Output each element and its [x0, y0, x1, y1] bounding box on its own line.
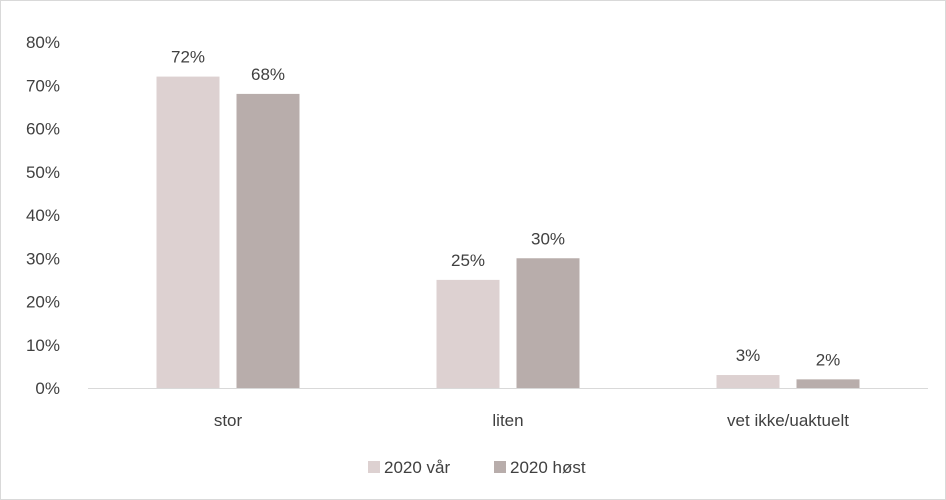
- y-tick-label: 70%: [26, 76, 60, 95]
- legend-label: 2020 høst: [510, 458, 586, 477]
- bar: [436, 279, 500, 388]
- data-label: 30%: [531, 229, 565, 248]
- data-label: 68%: [251, 65, 285, 84]
- bars: [156, 76, 860, 389]
- y-tick-label: 20%: [26, 293, 60, 312]
- bar: [156, 76, 220, 388]
- category-label: stor: [214, 411, 243, 430]
- bar: [236, 93, 300, 389]
- legend-swatch: [368, 461, 380, 473]
- data-label: 3%: [736, 346, 761, 365]
- y-tick-label: 60%: [26, 120, 60, 139]
- y-tick-label: 0%: [35, 379, 60, 398]
- y-tick-label: 80%: [26, 33, 60, 52]
- y-tick-label: 40%: [26, 206, 60, 225]
- category-label: vet ikke/uaktuelt: [727, 411, 849, 430]
- bar: [516, 258, 580, 388]
- bar: [796, 379, 860, 388]
- data-label: 2%: [816, 350, 841, 369]
- data-labels: 72% 68% 25% 30% 3% 2%: [171, 48, 840, 370]
- y-tick-label: 30%: [26, 249, 60, 268]
- legend-label: 2020 vår: [384, 458, 450, 477]
- data-label: 72%: [171, 48, 205, 67]
- legend: 2020 vår 2020 høst: [368, 458, 586, 477]
- legend-swatch: [494, 461, 506, 473]
- y-axis-ticks: 0% 10% 20% 30% 40% 50% 60% 70% 80%: [26, 33, 60, 398]
- data-label: 25%: [451, 251, 485, 270]
- y-tick-label: 10%: [26, 336, 60, 355]
- x-axis-categories: stor liten vet ikke/uaktuelt: [214, 411, 849, 430]
- y-tick-label: 50%: [26, 163, 60, 182]
- bar: [716, 375, 780, 388]
- category-label: liten: [492, 411, 523, 430]
